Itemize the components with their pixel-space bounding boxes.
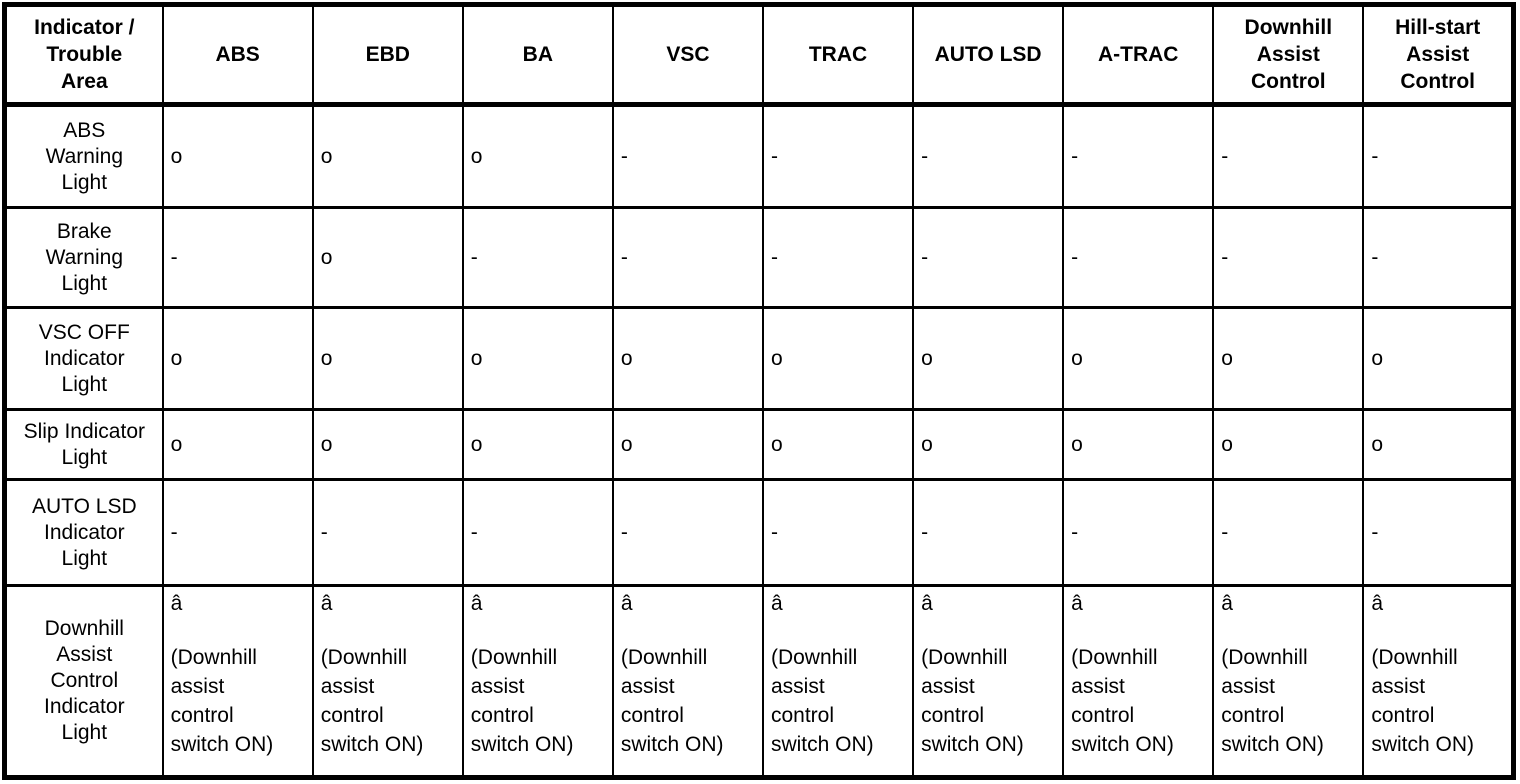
table-cell: - bbox=[1062, 206, 1215, 309]
table-cell: o bbox=[1212, 306, 1365, 411]
table-row-slip-indicator-light: Slip Indicator Light o o o o o o o o o bbox=[3, 408, 1515, 481]
table-cell: - bbox=[311, 478, 464, 587]
table-cell: - bbox=[1212, 478, 1365, 587]
cell-note: (Downhill assist control switch ON) bbox=[770, 646, 874, 756]
table-cell: - bbox=[611, 103, 764, 209]
table-cell: - bbox=[1062, 103, 1215, 209]
table-row-brake-warning-light: Brake Warning Light - o - - - - - - - bbox=[3, 206, 1515, 309]
table-cell: o bbox=[611, 306, 764, 411]
table-cell: - bbox=[912, 103, 1065, 209]
table-cell: o bbox=[1062, 408, 1215, 481]
cell-note: (Downhill assist control switch ON) bbox=[1371, 646, 1475, 756]
table-cell: â (Downhill assist control switch ON) bbox=[611, 584, 764, 779]
cell-symbol: â bbox=[1371, 592, 1384, 615]
table-cell: o bbox=[912, 306, 1065, 411]
table-cell: o bbox=[311, 306, 464, 411]
table-cell: - bbox=[1362, 103, 1515, 209]
column-header-vsc: VSC bbox=[611, 3, 764, 107]
table-cell: - bbox=[761, 478, 915, 587]
table-cell: â (Downhill assist control switch ON) bbox=[311, 584, 464, 779]
cell-symbol: â bbox=[1071, 592, 1083, 615]
row-label-downhill-assist-control-indicator-light: Downhill Assist Control Indicator Light bbox=[3, 584, 164, 779]
table-cell: o bbox=[161, 103, 314, 209]
table-cell: o bbox=[311, 103, 464, 209]
cell-symbol: â bbox=[1221, 592, 1233, 615]
column-header-trac: TRAC bbox=[761, 3, 915, 107]
table-cell: - bbox=[461, 478, 614, 587]
cell-note: (Downhill assist control switch ON) bbox=[320, 646, 424, 756]
table-cell: o bbox=[161, 306, 314, 411]
table-cell: o bbox=[311, 206, 464, 309]
cell-note: (Downhill assist control switch ON) bbox=[470, 646, 574, 756]
table-row-abs-warning-light: ABS Warning Light o o o - - - - - - bbox=[3, 103, 1515, 209]
corner-header: Indicator / Trouble Area bbox=[3, 3, 164, 107]
table-cell: o bbox=[461, 103, 614, 209]
table-cell: o bbox=[1362, 408, 1515, 481]
table-cell: o bbox=[761, 306, 915, 411]
table-cell: â (Downhill assist control switch ON) bbox=[912, 584, 1065, 779]
table-cell: â (Downhill assist control switch ON) bbox=[161, 584, 314, 779]
cell-symbol: â bbox=[170, 592, 183, 615]
column-header-ba: BA bbox=[461, 3, 614, 107]
row-label-abs-warning-light: ABS Warning Light bbox=[3, 103, 164, 209]
cell-note: (Downhill assist control switch ON) bbox=[170, 646, 274, 756]
cell-note: (Downhill assist control switch ON) bbox=[1071, 646, 1174, 756]
table-cell: - bbox=[761, 103, 915, 209]
header-row: Indicator / Trouble Area ABS EBD BA VSC TRAC A… bbox=[3, 3, 1515, 107]
table-cell: - bbox=[1062, 478, 1215, 587]
table-cell: o bbox=[161, 408, 314, 481]
table-cell: o bbox=[761, 408, 915, 481]
table-header: Indicator / Trouble Area ABS EBD BA VSC TRAC A… bbox=[3, 3, 1515, 107]
table-cell: - bbox=[761, 206, 915, 309]
column-header-downhill-assist-control: Downhill Assist Control bbox=[1212, 3, 1365, 107]
table-cell: â (Downhill assist control switch ON) bbox=[461, 584, 614, 779]
table-cell: â (Downhill assist control switch ON) bbox=[1362, 584, 1515, 779]
table-cell: o bbox=[611, 408, 764, 481]
table-cell: - bbox=[161, 478, 314, 587]
table-cell: - bbox=[611, 206, 764, 309]
table-cell: - bbox=[611, 478, 764, 587]
row-label-slip-indicator-light: Slip Indicator Light bbox=[3, 408, 164, 481]
table-cell: o bbox=[311, 408, 464, 481]
table-row-vsc-off-indicator-light: VSC OFF Indicator Light o o o o o o o o o bbox=[3, 306, 1515, 411]
cell-note: (Downhill assist control switch ON) bbox=[921, 646, 1024, 756]
table-cell: - bbox=[1212, 206, 1365, 309]
table-cell: o bbox=[1362, 306, 1515, 411]
table-cell: - bbox=[161, 206, 314, 309]
table-cell: â (Downhill assist control switch ON) bbox=[1212, 584, 1365, 779]
cell-symbol: â bbox=[770, 592, 783, 615]
row-label-auto-lsd-indicator-light: AUTO LSD Indicator Light bbox=[3, 478, 164, 587]
table-row-auto-lsd-indicator-light: AUTO LSD Indicator Light - - - - - - - - - bbox=[3, 478, 1515, 587]
cell-symbol: â bbox=[470, 592, 483, 615]
cell-note: (Downhill assist control switch ON) bbox=[1221, 646, 1324, 756]
table-row-downhill-assist-control-indicator-light: Downhill Assist Control Indicator Light â… bbox=[3, 584, 1515, 779]
column-header-hill-start-assist-control: Hill-start Assist Control bbox=[1362, 3, 1515, 107]
cell-symbol: â bbox=[620, 592, 633, 615]
table-cell: â (Downhill assist control switch ON) bbox=[1062, 584, 1215, 779]
table-cell: o bbox=[912, 408, 1065, 481]
table-cell: - bbox=[461, 206, 614, 309]
table-cell: - bbox=[912, 478, 1065, 587]
table-cell: o bbox=[461, 408, 614, 481]
table-cell: - bbox=[1362, 478, 1515, 587]
column-header-a-trac: A-TRAC bbox=[1062, 3, 1215, 107]
table-cell: â (Downhill assist control switch ON) bbox=[761, 584, 915, 779]
table-cell: o bbox=[461, 306, 614, 411]
column-header-auto-lsd: AUTO LSD bbox=[912, 3, 1065, 107]
table-cell: - bbox=[1212, 103, 1365, 209]
table-cell: - bbox=[912, 206, 1065, 309]
row-label-brake-warning-light: Brake Warning Light bbox=[3, 206, 164, 309]
table-cell: o bbox=[1062, 306, 1215, 411]
cell-note: (Downhill assist control switch ON) bbox=[620, 646, 724, 756]
row-label-vsc-off-indicator-light: VSC OFF Indicator Light bbox=[3, 306, 164, 411]
table-cell: o bbox=[1212, 408, 1365, 481]
column-header-ebd: EBD bbox=[311, 3, 464, 107]
column-header-abs: ABS bbox=[161, 3, 314, 107]
table-body: ABS Warning Light o o o - - - - - - Brake Warning … bbox=[3, 103, 1515, 779]
cell-symbol: â bbox=[320, 592, 333, 615]
table-cell: - bbox=[1362, 206, 1515, 309]
cell-symbol: â bbox=[921, 592, 933, 615]
